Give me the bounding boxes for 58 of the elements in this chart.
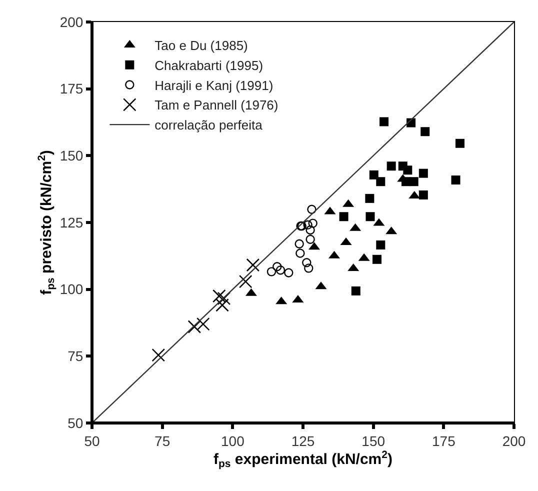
point (196, 317, 210, 331)
point (307, 204, 316, 214)
point (212, 289, 226, 303)
y-tick-label: 175 (60, 80, 84, 97)
x-tick-label: 175 (432, 432, 456, 449)
y-tick-label: 75 (68, 348, 84, 364)
point (386, 162, 396, 171)
point (304, 264, 314, 273)
y-tick-label: 125 (60, 214, 84, 230)
point (246, 258, 260, 272)
legend-label: Chakrabarti (1995) (154, 58, 264, 73)
x-tick-label: 100 (220, 432, 245, 449)
x-axis-title: f$_{ps}$ experimental (kN/cm$^{2}$) (213, 448, 393, 470)
x-tick-label: 200 (502, 432, 526, 449)
point (294, 239, 304, 248)
point (376, 177, 386, 186)
point (306, 225, 315, 235)
x-tick-label: 125 (291, 432, 315, 449)
y-tick-label: 100 (60, 281, 84, 298)
point (403, 166, 412, 175)
point (302, 258, 312, 268)
point (376, 240, 386, 250)
point (451, 175, 460, 184)
point (308, 218, 318, 228)
point (238, 274, 252, 288)
legend-label: Tam e Pannell (1976) (154, 98, 278, 113)
point (306, 234, 315, 244)
x-tick-label: 50 (84, 432, 100, 449)
point (217, 292, 231, 306)
point (420, 127, 430, 136)
point (409, 177, 418, 186)
point (216, 298, 229, 312)
point (296, 248, 305, 258)
legend-label: Harajli e Kanj (1991) (154, 78, 274, 93)
y-tick-label: 200 (60, 14, 84, 30)
point (372, 254, 382, 264)
x-tick-label: 75 (154, 432, 170, 449)
point (152, 348, 166, 362)
y-tick-label: 150 (60, 148, 84, 164)
legend-label: Tao e Du (1985) (154, 38, 248, 54)
point (418, 168, 428, 178)
point (272, 262, 282, 272)
point (303, 220, 312, 230)
point (380, 117, 389, 126)
legend-label: correlação perfeita (154, 118, 264, 133)
point (366, 212, 375, 222)
point (455, 138, 464, 148)
point (369, 170, 378, 180)
point (339, 212, 348, 222)
y-tick-label: 50 (68, 414, 84, 431)
point (276, 265, 286, 275)
point (284, 268, 294, 278)
point (266, 267, 276, 276)
point (418, 190, 428, 200)
point (365, 194, 374, 203)
x-tick-label: 150 (362, 432, 386, 449)
point (188, 320, 202, 334)
point (351, 286, 360, 296)
